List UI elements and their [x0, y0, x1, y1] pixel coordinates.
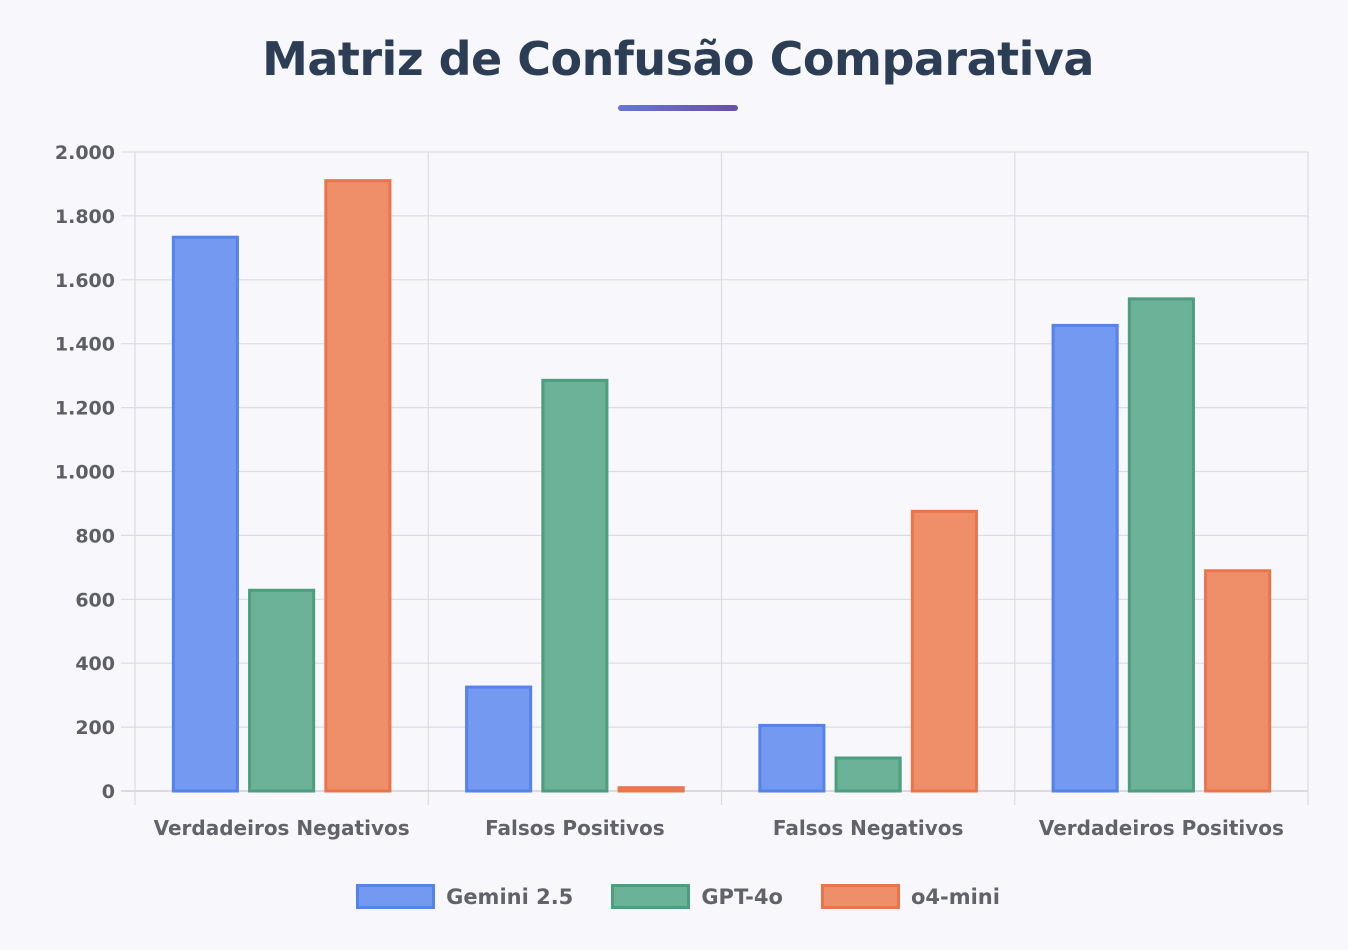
bar-gemini-2-5 [465, 685, 533, 793]
bar-o4-mini [324, 179, 392, 793]
legend-label: o4-mini [910, 884, 1000, 909]
y-tick-label: 400 [75, 653, 115, 675]
legend-item[interactable]: Gemini 2.5 [356, 884, 573, 909]
y-tick-label: 200 [75, 717, 115, 739]
chart-legend: Gemini 2.5 GPT-4o o4-mini [0, 884, 1348, 909]
bar-gemini-2-5 [1051, 323, 1119, 793]
title-underline [618, 105, 738, 111]
x-category-label: Verdadeiros Positivos [1039, 816, 1284, 840]
y-tick-label: 1.600 [55, 270, 115, 292]
bar-gemini-2-5 [171, 235, 239, 793]
y-tick-label: 1.000 [55, 462, 115, 484]
bar-o4-mini [1204, 569, 1272, 793]
x-category-label: Verdadeiros Negativos [154, 816, 410, 840]
legend-item[interactable]: GPT-4o [611, 884, 783, 909]
legend-label: GPT-4o [701, 884, 783, 909]
y-tick-label: 1.200 [55, 398, 115, 420]
y-tick-label: 2.000 [55, 142, 115, 164]
bar-gpt-4o [1127, 297, 1195, 793]
x-category-label: Falsos Positivos [485, 816, 665, 840]
bar-gemini-2-5 [758, 723, 826, 793]
legend-label: Gemini 2.5 [446, 884, 574, 909]
bar-chart: 0 200 400 600 800 1.000 1.200 1.400 1.600 1.800 2.… [55, 142, 1309, 840]
bar-gpt-4o [541, 378, 609, 793]
bar-o4-mini [910, 509, 978, 793]
y-tick-label: 1.800 [55, 206, 115, 228]
bar-o4-mini [617, 786, 685, 793]
legend-swatch [820, 884, 900, 909]
x-category-label: Falsos Negativos [773, 816, 964, 840]
bar-gpt-4o [248, 588, 316, 793]
legend-swatch [611, 884, 691, 909]
y-tick-label: 800 [75, 525, 115, 547]
legend-item[interactable]: o4-mini [820, 884, 1000, 909]
legend-swatch [356, 884, 436, 909]
y-tick-label: 1.400 [55, 334, 115, 356]
bar-gpt-4o [834, 756, 902, 793]
chart-title: Matriz de Confusão Comparativa [262, 32, 1094, 86]
y-tick-label: 600 [75, 589, 115, 611]
y-tick-label: 0 [102, 781, 115, 803]
